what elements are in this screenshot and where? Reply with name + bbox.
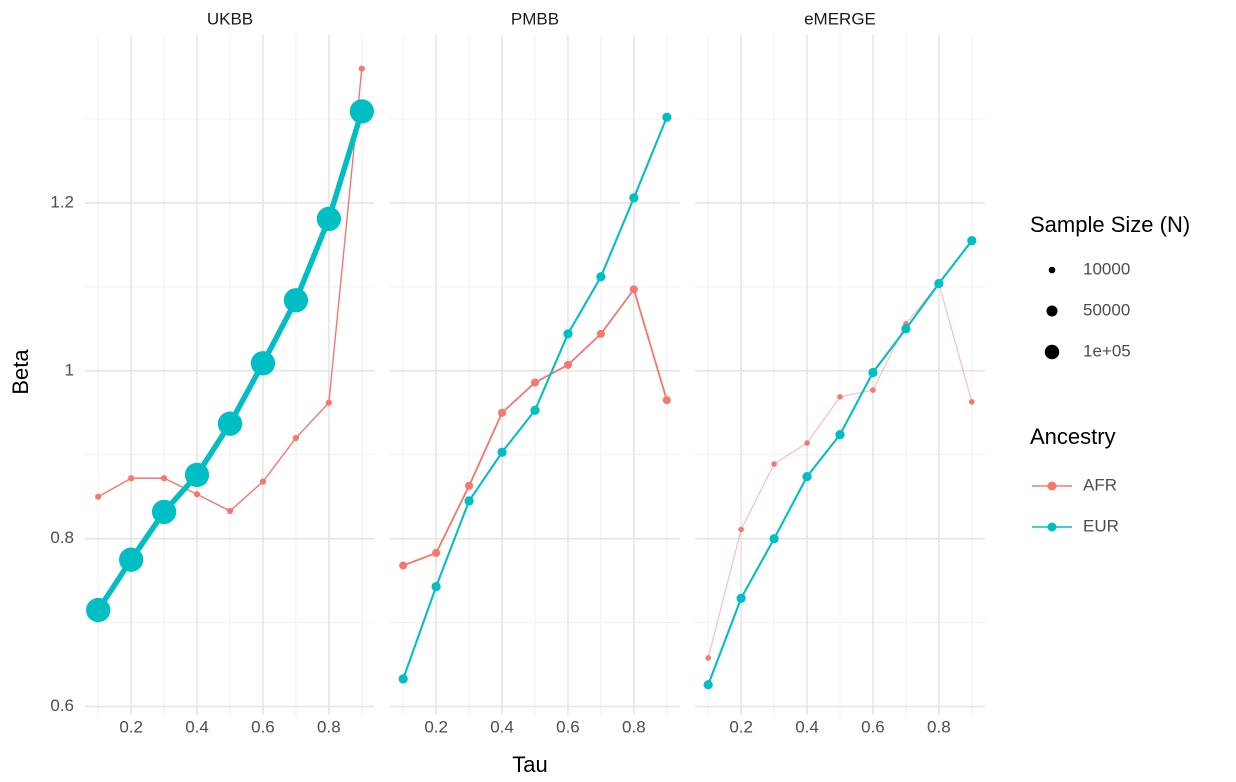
- point: [868, 367, 878, 378]
- y-tick-label: 0.6: [50, 696, 74, 715]
- y-axis-label: Beta: [8, 349, 33, 395]
- point: [325, 399, 332, 406]
- point: [563, 329, 573, 339]
- point: [398, 674, 408, 684]
- point: [771, 461, 777, 467]
- point: [431, 581, 441, 592]
- size-legend-label: 1e+05: [1083, 341, 1131, 360]
- point: [530, 378, 540, 387]
- point: [465, 481, 474, 490]
- size-legend-label: 10000: [1083, 259, 1130, 278]
- y-tick-label: 0.8: [50, 528, 74, 547]
- point: [95, 493, 102, 500]
- point: [563, 360, 573, 369]
- x-tick-label: 0.2: [729, 717, 753, 736]
- x-tick-label: 0.2: [119, 717, 143, 736]
- point: [967, 236, 977, 246]
- point: [703, 680, 713, 690]
- point: [86, 597, 111, 623]
- point: [292, 434, 300, 442]
- x-tick-label: 0.4: [185, 717, 209, 736]
- point: [629, 193, 639, 203]
- point: [738, 526, 744, 533]
- point: [835, 429, 845, 440]
- point: [596, 272, 606, 282]
- y-tick-label: 1.2: [50, 192, 74, 211]
- color-legend-title: Ancestry: [1030, 424, 1116, 449]
- facet-title: PMBB: [511, 9, 559, 28]
- point: [497, 447, 507, 457]
- point: [736, 593, 746, 603]
- point: [217, 411, 243, 436]
- x-axis-label: Tau: [512, 752, 547, 777]
- x-tick-label: 0.8: [622, 717, 646, 736]
- size-legend-key: [1048, 266, 1056, 274]
- legend-label: EUR: [1083, 516, 1119, 535]
- point: [705, 655, 711, 661]
- point: [250, 351, 276, 376]
- x-tick-label: 0.8: [927, 717, 951, 736]
- point: [934, 278, 944, 289]
- point: [497, 408, 507, 417]
- size-legend-key: [1044, 344, 1060, 360]
- point: [128, 475, 135, 482]
- point: [662, 112, 672, 122]
- point: [118, 547, 144, 572]
- point: [629, 285, 638, 294]
- size-legend-key: [1046, 305, 1058, 317]
- point: [184, 462, 210, 488]
- point: [530, 405, 540, 415]
- point: [804, 440, 810, 446]
- x-tick-label: 0.6: [556, 717, 580, 736]
- facet-title: eMERGE: [804, 9, 876, 28]
- point: [662, 396, 671, 405]
- y-tick-label: 1: [65, 360, 74, 379]
- point: [259, 478, 267, 485]
- point: [358, 65, 365, 72]
- size-legend-title: Sample Size (N): [1030, 212, 1190, 237]
- point: [870, 387, 876, 393]
- point: [769, 534, 779, 544]
- point: [802, 471, 812, 482]
- x-tick-label: 0.6: [861, 717, 885, 736]
- x-tick-label: 0.6: [251, 717, 275, 736]
- point: [349, 99, 374, 124]
- point: [151, 499, 177, 524]
- x-tick-label: 0.4: [795, 717, 819, 736]
- point: [316, 206, 342, 232]
- point: [432, 548, 441, 558]
- point: [969, 399, 975, 405]
- size-legend-label: 50000: [1083, 300, 1130, 319]
- point: [837, 394, 843, 400]
- point: [901, 324, 911, 334]
- x-tick-label: 0.8: [317, 717, 341, 736]
- legend-label: AFR: [1083, 475, 1117, 494]
- point: [399, 561, 408, 570]
- x-tick-label: 0.2: [424, 717, 448, 736]
- x-tick-label: 0.4: [490, 717, 514, 736]
- point: [464, 496, 474, 506]
- point: [283, 288, 309, 313]
- legend-key-point: [1047, 481, 1057, 491]
- facet-title: UKBB: [207, 9, 253, 28]
- point: [160, 475, 168, 482]
- point: [596, 329, 605, 338]
- point: [193, 491, 201, 498]
- legend-key-point: [1047, 522, 1057, 532]
- point: [226, 507, 234, 515]
